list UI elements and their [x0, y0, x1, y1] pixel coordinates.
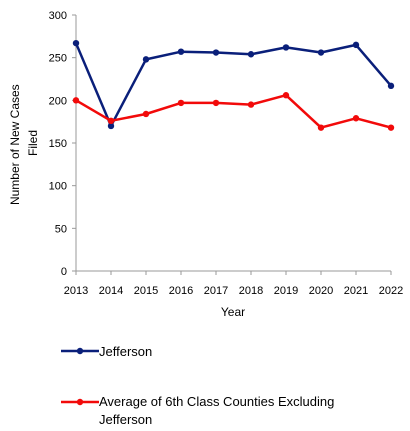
legend-marker-jefferson: [76, 347, 84, 355]
y-tick-label: 100: [49, 181, 67, 193]
x-axis-title: Year: [221, 305, 245, 319]
series-line-0: [74, 42, 392, 128]
x-tick-label: 2019: [274, 285, 298, 297]
legend-marker-average: [76, 398, 84, 406]
data-point-series-0: [177, 48, 185, 55]
x-tick-label: 2020: [309, 285, 333, 297]
series-layer: [72, 39, 395, 131]
y-tick-label: 0: [61, 266, 67, 278]
y-tick-label: 200: [49, 95, 67, 107]
legend-label-jefferson: Jefferson: [99, 344, 152, 359]
y-axis-title: Number of New Cases Filed: [8, 81, 40, 205]
x-tick-label: 2014: [99, 285, 123, 297]
y-ticks: 0 50 100 150 200 250 300: [49, 10, 76, 278]
x-tick-label: 2018: [239, 285, 263, 297]
x-tick-label: 2022: [379, 285, 403, 297]
data-point-series-1: [72, 97, 80, 104]
data-point-series-0: [72, 39, 80, 47]
legend-item-average: Average of 6th Class Counties Excluding …: [61, 394, 338, 427]
data-point-series-0: [282, 44, 290, 51]
legend: Jefferson Average of 6th Class Counties …: [61, 344, 338, 427]
y-axis-title-line-1: Number of New Cases: [8, 84, 22, 205]
x-tick-label: 2021: [344, 285, 368, 297]
data-point-series-0: [387, 82, 395, 90]
y-axis-title-line-2: Filed: [26, 130, 40, 156]
data-point-series-0: [247, 51, 255, 58]
y-tick-label: 300: [49, 10, 67, 22]
data-point-series-0: [142, 56, 150, 63]
data-point-series-1: [352, 115, 360, 122]
data-point-series-1: [247, 101, 255, 108]
x-tick-label: 2013: [64, 285, 88, 297]
y-tick-label: 50: [55, 223, 67, 235]
data-point-series-1: [387, 124, 395, 131]
series-line-1: [75, 93, 392, 129]
data-point-series-1: [142, 110, 150, 118]
data-point-series-1: [177, 99, 185, 107]
x-tick-label: 2015: [134, 285, 158, 297]
x-ticks: 2013 2014 2015 2016 2017 2018 2019 2020 2021 2022: [64, 271, 403, 297]
data-point-series-1: [107, 117, 115, 125]
data-point-series-1: [282, 92, 290, 99]
legend-label-average: Average of 6th Class Counties Excluding …: [99, 394, 338, 427]
legend-label-average-line-1: Average of 6th Class Counties Excluding: [99, 394, 334, 409]
data-point-series-0: [212, 49, 220, 56]
data-point-series-0: [352, 41, 360, 49]
legend-item-jefferson: Jefferson: [61, 344, 152, 359]
legend-label-average-line-2: Jefferson: [99, 412, 152, 427]
data-point-series-0: [317, 49, 325, 56]
x-tick-label: 2017: [204, 285, 228, 297]
y-tick-label: 150: [49, 138, 67, 150]
x-tick-label: 2016: [169, 285, 193, 297]
data-point-series-1: [212, 99, 220, 107]
data-point-series-0: [107, 122, 115, 130]
data-point-series-1: [317, 124, 325, 131]
y-tick-label: 250: [49, 53, 67, 65]
